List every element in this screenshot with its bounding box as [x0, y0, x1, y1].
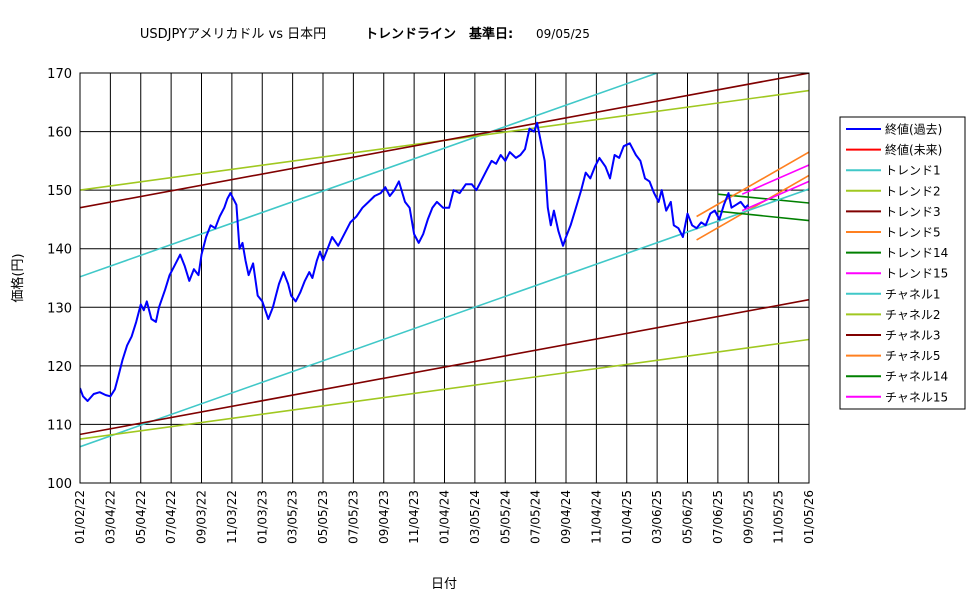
- x-tick-label: 01/02/22: [73, 490, 87, 544]
- y-axis-label: 価格(円): [10, 253, 26, 302]
- x-tick-label: 07/05/23: [346, 490, 360, 544]
- y-tick-label: 130: [47, 301, 72, 316]
- x-tick-label: 03/05/24: [468, 490, 482, 544]
- x-tick-label: 03/04/22: [103, 490, 117, 544]
- legend-label: トレンド15: [885, 267, 948, 281]
- legend-label: トレンド2: [885, 184, 941, 198]
- x-tick-label: 01/04/25: [620, 490, 634, 544]
- legend: 終値(過去) 終値(未来) トレンド1 トレンド2 トレンド3 トレンド5 トレンド14 トレ…: [839, 116, 966, 410]
- series-line-11: [696, 151, 809, 218]
- legend-label: トレンド1: [885, 164, 941, 178]
- y-tick-label: 170: [47, 67, 72, 82]
- x-tick-label: 09/05/25: [741, 490, 755, 544]
- legend-label: 終値(過去): [885, 122, 942, 137]
- legend-label: トレンド3: [885, 205, 941, 219]
- y-tick-label: 100: [47, 477, 72, 492]
- x-tick-labels: 01/02/22 03/04/22 05/04/22 07/04/22 09/03/22…: [73, 490, 816, 544]
- y-tick-labels: 100 110 120 130 140 150 160 170: [47, 67, 72, 492]
- x-tick-label: 11/05/25: [772, 490, 786, 544]
- legend-label: チャネル15: [885, 390, 948, 404]
- plot-border: [79, 72, 810, 484]
- x-tick-label: 11/04/23: [407, 490, 421, 544]
- legend-box: [839, 116, 966, 410]
- series-line-8: [80, 188, 809, 448]
- legend-label: トレンド14: [885, 246, 948, 260]
- series-line-10: [80, 298, 809, 436]
- x-tick-label: 01/04/24: [438, 490, 452, 544]
- legend-label: 終値(未来): [885, 142, 942, 157]
- chart-subtitle-label: トレンドライン 基準日:: [365, 26, 513, 42]
- series-line-4: [80, 73, 809, 209]
- x-tick-label: 01/05/26: [802, 490, 816, 544]
- legend-label: トレンド5: [885, 226, 941, 240]
- y-tick-label: 150: [47, 184, 72, 199]
- x-tick-label: 09/03/22: [195, 490, 209, 544]
- x-tick-label: 01/03/23: [255, 490, 269, 544]
- chart-title: USDJPYアメリカドル vs 日本円: [140, 27, 326, 42]
- legend-label: チャネル3: [885, 329, 941, 343]
- x-tick-label: 05/04/22: [134, 490, 148, 544]
- x-tick-label: 07/05/24: [529, 490, 543, 544]
- series-line-7: [741, 180, 809, 212]
- y-tick-label: 110: [47, 418, 72, 433]
- legend-label: チャネル14: [885, 370, 948, 384]
- x-tick-label: 05/06/25: [681, 490, 695, 544]
- series-line-13: [741, 164, 809, 195]
- chart-subtitle-date: 09/05/25: [536, 27, 590, 41]
- series-line-12: [717, 210, 809, 222]
- y-tick-label: 160: [47, 126, 72, 141]
- x-tick-label: 05/05/23: [316, 490, 330, 544]
- series-line-0: [80, 121, 749, 402]
- series-line-9: [80, 338, 809, 440]
- x-tick-label: 07/06/25: [711, 490, 725, 544]
- x-tick-label: 03/06/25: [650, 490, 664, 544]
- y-tick-label: 140: [47, 243, 72, 258]
- y-tick-label: 120: [47, 360, 72, 375]
- x-tick-label: 07/04/22: [164, 490, 178, 544]
- x-tick-label: 11/03/22: [225, 490, 239, 544]
- series-lines: [80, 73, 809, 448]
- legend-label: チャネル2: [885, 308, 941, 322]
- legend-label: チャネル1: [885, 287, 941, 301]
- x-axis-label: 日付: [431, 577, 457, 592]
- x-tick-label: 03/05/23: [286, 490, 300, 544]
- x-tick-label: 09/04/23: [377, 490, 391, 544]
- series-line-2: [80, 73, 658, 278]
- x-tick-label: 09/04/24: [559, 490, 573, 544]
- x-tick-label: 05/05/24: [498, 490, 512, 544]
- x-tick-label: 11/04/24: [589, 490, 603, 544]
- series-line-5: [696, 174, 809, 241]
- legend-label: チャネル5: [885, 349, 941, 363]
